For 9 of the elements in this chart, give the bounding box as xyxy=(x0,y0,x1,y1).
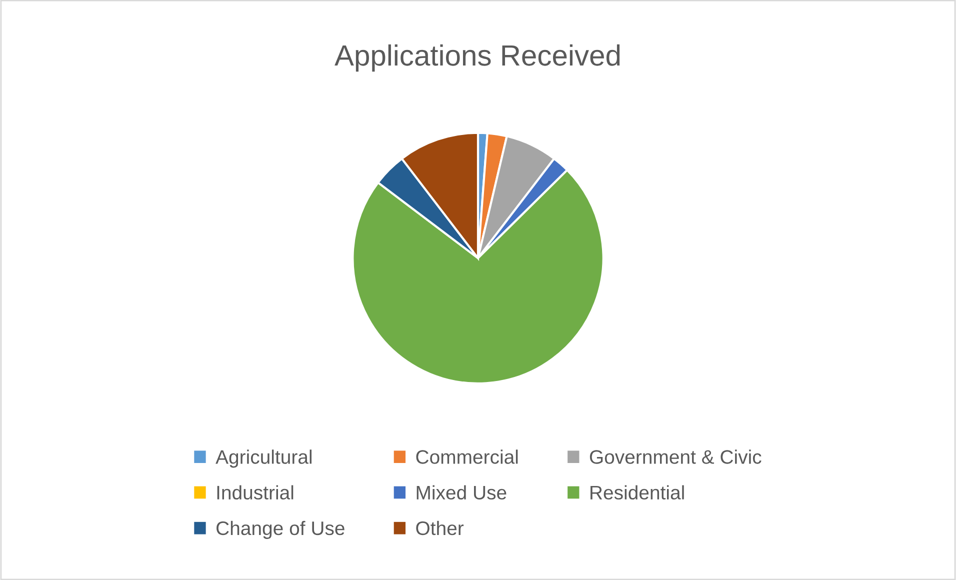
legend-label: Agricultural xyxy=(216,450,312,468)
legend-label: Residential xyxy=(590,485,684,500)
legend-label: Change of Use xyxy=(216,520,344,539)
legend-label: Government & Civic xyxy=(590,450,762,464)
legend-label: Commercial xyxy=(416,450,518,464)
chart-title: Applications Received xyxy=(334,44,620,72)
legend-label: Mixed Use xyxy=(416,485,506,500)
legend-label: Industrial xyxy=(217,485,294,500)
legend-label: Other xyxy=(416,520,464,536)
